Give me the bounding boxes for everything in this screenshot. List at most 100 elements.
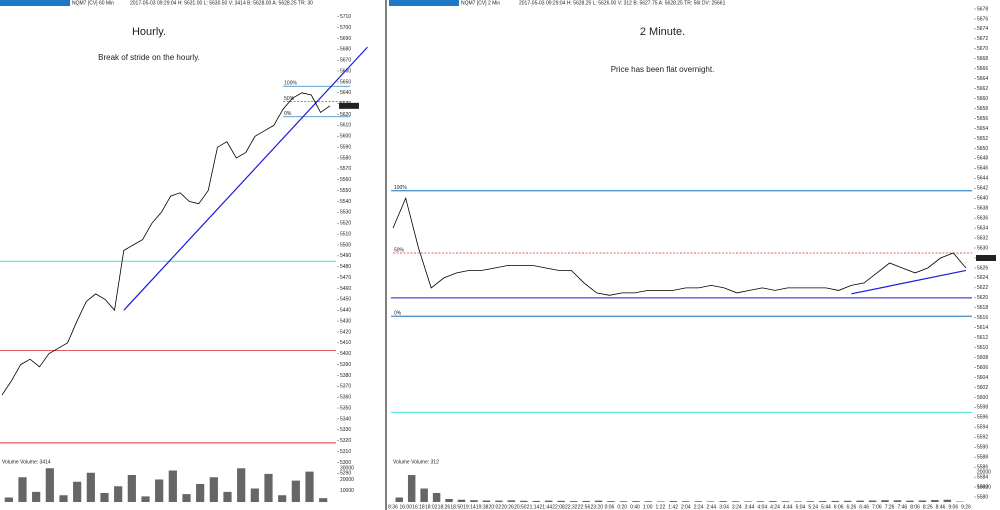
y-tick-label: 5614 [977, 325, 988, 331]
y-tick-label: 5670 [977, 46, 988, 52]
volume-bar [470, 500, 478, 502]
x-tick-label: 8:26 [923, 504, 933, 510]
volume-bar [305, 471, 314, 502]
x-tick-label: 7:06 [872, 504, 882, 510]
y-tick-label: 5540 [340, 199, 351, 205]
volume-bar [278, 495, 287, 502]
x-tick-label: 21:44 [540, 504, 553, 510]
y-tick-label: 5598 [977, 405, 988, 411]
volume-bar [607, 501, 615, 502]
volume-tick-label: 30000 [340, 466, 354, 472]
volume-bar [127, 475, 136, 502]
x-tick-label: 4:44 [783, 504, 793, 510]
y-tick-label: 5612 [977, 335, 988, 341]
fib-label: 100% [394, 185, 407, 191]
volume-bar [155, 479, 164, 502]
x-tick-label: 21:14 [527, 504, 540, 510]
x-tick-label: 23:20 [590, 504, 603, 510]
y-tick-label: 5646 [977, 166, 988, 172]
x-tick-label: 18:50 [450, 504, 463, 510]
volume-bar [657, 501, 665, 502]
x-tick-label: 8:36 [388, 504, 398, 510]
volume-bar [706, 501, 715, 502]
volume-bar [209, 477, 218, 502]
y-tick-label: 5340 [340, 416, 351, 422]
y-tick-label: 5490 [340, 253, 351, 259]
y-tick-label: 5470 [340, 275, 351, 281]
volume-bar [532, 500, 540, 502]
y-tick-label: 5700 [340, 25, 351, 31]
y-tick-label: 5320 [340, 438, 351, 444]
y-tick-label: 5618 [977, 305, 988, 311]
x-tick-label: 2:24 [694, 504, 704, 510]
volume-tick-label: 20000 [340, 477, 354, 483]
x-tick-label: 8:06 [910, 504, 920, 510]
x-tick-label: 4:24 [770, 504, 780, 510]
x-tick-label: 20:02 [489, 504, 502, 510]
x-tick-label: 22:08 [552, 504, 565, 510]
y-tick-label: 5586 [977, 464, 988, 470]
y-tick-label: 5600 [977, 395, 988, 401]
volume-bar [45, 468, 54, 502]
x-tick-label: 9:26 [961, 504, 971, 510]
y-tick-label: 5430 [340, 318, 351, 324]
y-tick-label: 5620 [340, 112, 351, 118]
volume-bar [482, 500, 491, 502]
x-tick-label: 2:04 [681, 504, 691, 510]
y-tick-label: 5590 [340, 144, 351, 150]
fib-label: 0% [394, 311, 402, 317]
last-price-box [976, 254, 996, 261]
volume-bar [794, 501, 802, 502]
volume-tick-label: 10000 [340, 488, 354, 494]
volume-bar [681, 501, 690, 502]
volume-label: Volume Volume: 312 [393, 459, 439, 465]
x-tick-label: 20:50 [514, 504, 527, 510]
volume-bar [507, 500, 516, 502]
y-tick-label: 5550 [340, 188, 351, 194]
last-price-label: 5628.00 [977, 255, 995, 261]
y-tick-label: 5580 [977, 494, 988, 500]
y-tick-label: 5510 [340, 231, 351, 237]
header-detail: 2017-05-03 09:29:04 H: 5628.25 L: 5626.0… [519, 0, 726, 6]
x-tick-label: 0:40 [630, 504, 640, 510]
y-tick-label: 5674 [977, 26, 988, 32]
y-tick-label: 5588 [977, 455, 988, 461]
x-tick-label: 22:56 [578, 504, 591, 510]
x-tick-label: 0:06 [605, 504, 615, 510]
volume-bar [582, 500, 590, 502]
volume-bar [931, 500, 939, 502]
volume-bar [893, 500, 902, 502]
x-tick-label: 2:44 [706, 504, 716, 510]
y-tick-label: 5668 [977, 56, 988, 62]
volume-bar [196, 484, 205, 502]
x-tick-label: 9:06 [948, 504, 958, 510]
volume-bar [420, 488, 428, 502]
volume-bar [744, 501, 752, 502]
y-tick-label: 5664 [977, 76, 988, 82]
volume-bar [18, 477, 27, 502]
volume-bar [4, 497, 13, 502]
y-tick-label: 5666 [977, 66, 988, 72]
last-price-box [339, 102, 359, 109]
volume-bar [569, 501, 578, 502]
x-tick-label: 0:20 [617, 504, 627, 510]
y-tick-label: 5310 [340, 449, 351, 455]
chart-title: Hourly. [132, 26, 166, 38]
y-tick-label: 5648 [977, 156, 988, 162]
price-line [392, 196, 967, 296]
volume-bar [457, 499, 466, 502]
y-tick-label: 5654 [977, 126, 988, 132]
volume-bar [719, 501, 727, 502]
y-tick-label: 5600 [340, 134, 351, 140]
y-tick-label: 5594 [977, 425, 988, 431]
y-tick-label: 5652 [977, 136, 988, 142]
y-tick-label: 5370 [340, 384, 351, 390]
x-tick-label: 1:42 [668, 504, 678, 510]
volume-bar [769, 501, 777, 502]
y-tick-label: 5560 [340, 177, 351, 183]
y-tick-label: 5592 [977, 435, 988, 441]
x-tick-label: 18:26 [438, 504, 451, 510]
volume-bar [495, 500, 503, 502]
x-tick-label: 3:44 [745, 504, 755, 510]
y-tick-label: 5690 [340, 36, 351, 42]
